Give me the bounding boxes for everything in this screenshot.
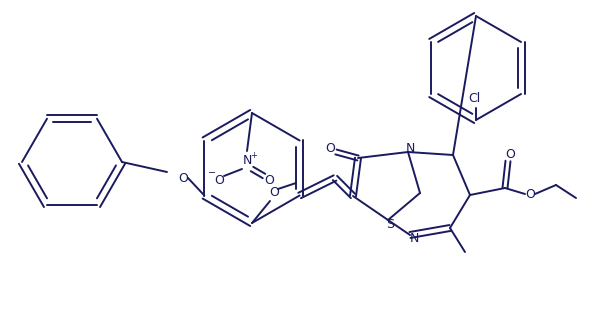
Text: Cl: Cl [468,91,480,105]
Text: S: S [386,218,394,230]
Text: O: O [214,175,224,187]
Text: +: + [250,151,257,160]
Text: −: − [208,168,216,178]
Text: O: O [178,171,188,185]
Text: O: O [325,142,335,154]
Text: O: O [525,187,535,201]
Text: N: N [409,231,419,245]
Text: O: O [505,149,515,161]
Text: N: N [405,143,415,155]
Text: O: O [269,187,279,199]
Text: N: N [242,154,252,167]
Text: O: O [264,175,274,187]
